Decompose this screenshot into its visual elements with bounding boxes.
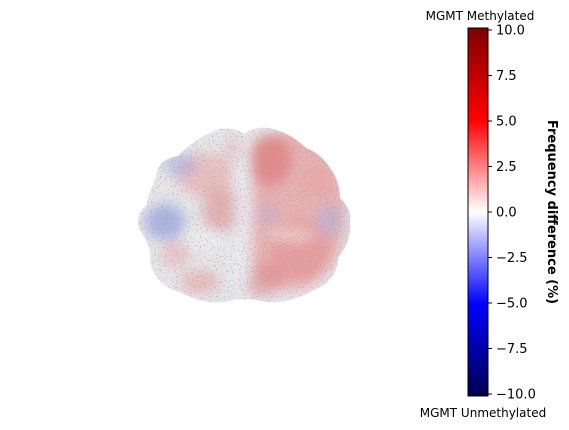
colorbar: 10.0 7.5 5.0 2.5 0.0 −2.5 −5.0 −7.5 −10.0 MGMT M… — [420, 9, 559, 420]
colorbar-tick-label: 5.0 — [496, 115, 517, 130]
colorbar-tick-label: 10.0 — [496, 24, 525, 39]
colorbar-tick-label: −7.5 — [496, 342, 528, 357]
colorbar-tick-label: 2.5 — [496, 160, 517, 175]
colorbar-gradient — [467, 27, 489, 397]
colorbar-tick-label: 7.5 — [496, 69, 517, 84]
colorbar-tick-label: 0.0 — [496, 206, 517, 221]
colorbar-top-annotation: MGMT Methylated — [426, 9, 535, 23]
colorbar-ticks: 10.0 7.5 5.0 2.5 0.0 −2.5 −5.0 −7.5 −10.0 — [488, 24, 536, 403]
colorbar-tick-label: −5.0 — [496, 297, 528, 312]
brain-heatmap — [138, 127, 351, 303]
colorbar-tick-label: −2.5 — [496, 251, 528, 266]
colorbar-tick-label: −10.0 — [496, 388, 536, 403]
colorbar-label: Frequency difference (%) — [544, 120, 559, 304]
colorbar-bottom-annotation: MGMT Unmethylated — [420, 406, 546, 420]
